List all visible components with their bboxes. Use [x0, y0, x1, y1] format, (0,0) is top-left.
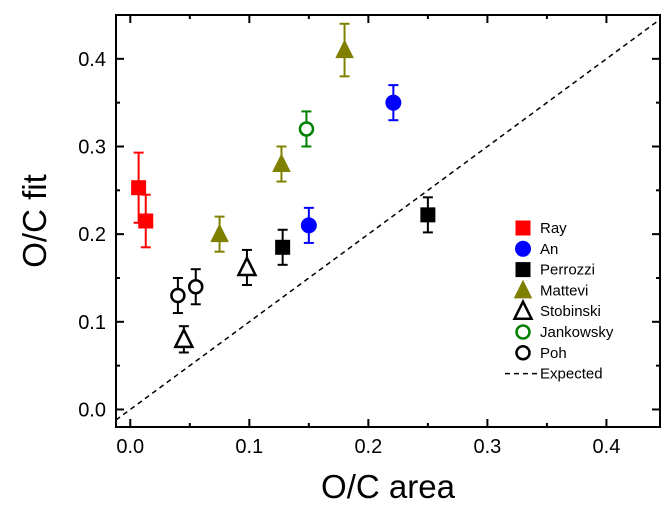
y-tick-label: 0.4 — [78, 49, 106, 71]
data-point-ray — [131, 180, 147, 196]
legend-marker-jankowsky — [515, 324, 531, 340]
reference-line-group — [116, 18, 660, 421]
legend-label-jankowsky: Jankowsky — [540, 324, 614, 341]
series-perrozzi — [275, 196, 436, 266]
legend-label-expected: Expected — [540, 366, 603, 383]
y-tick-label: 0.0 — [78, 399, 106, 421]
legend: Ray An Perrozzi Mattevi Stobinski Jankowsky Po… — [505, 220, 614, 383]
data-points-group — [131, 22, 436, 354]
data-point-stobinski — [173, 327, 195, 349]
x-tick-label: 0.2 — [354, 436, 382, 458]
plot-frame — [115, 14, 661, 428]
data-point-an — [300, 217, 317, 234]
data-point-poh — [188, 278, 204, 295]
legend-label-stobinski: Stobinski — [540, 303, 601, 320]
data-point-an — [385, 94, 402, 111]
legend-marker-stobinski — [512, 298, 534, 320]
legend-marker-poh — [515, 345, 531, 361]
data-point-perrozzi — [420, 207, 436, 223]
legend-label-poh: Poh — [540, 345, 567, 362]
x-tick-label: 0.3 — [473, 436, 501, 458]
series-mattevi — [210, 22, 354, 253]
legend-label-perrozzi: Perrozzi — [540, 262, 595, 279]
data-point-ray — [138, 213, 154, 229]
series-jankowsky — [298, 110, 315, 148]
x-tick-label: 0.1 — [235, 436, 263, 458]
series-stobinski — [173, 248, 258, 354]
x-axis-title: O/C area — [321, 468, 456, 505]
series-an — [300, 84, 402, 244]
y-axis-title: O/C fit — [16, 174, 53, 268]
data-point-jankowsky — [298, 121, 315, 137]
x-tick-label: 0.0 — [116, 436, 144, 458]
data-point-perrozzi — [275, 239, 291, 255]
data-point-stobinski — [236, 255, 258, 277]
expected-line — [116, 18, 660, 421]
y-tick-label: 0.2 — [78, 224, 106, 246]
data-point-mattevi — [335, 39, 354, 59]
axes-group: 0.0 0.1 0.2 0.3 0.4 0.0 0.1 0.2 0.3 0.4 — [78, 14, 661, 458]
data-point-poh — [170, 287, 186, 304]
legend-label-an: An — [540, 241, 558, 258]
legend-label-mattevi: Mattevi — [540, 282, 588, 299]
data-point-mattevi — [210, 223, 229, 243]
legend-marker-an — [515, 240, 531, 257]
legend-marker-perrozzi — [515, 262, 531, 278]
legend-marker-ray — [515, 220, 531, 236]
data-point-mattevi — [272, 153, 291, 173]
x-tick-label: 0.4 — [593, 436, 621, 458]
series-poh — [170, 268, 204, 315]
legend-label-ray: Ray — [540, 220, 567, 237]
legend-marker-mattevi — [513, 279, 533, 299]
y-tick-label: 0.3 — [78, 136, 106, 158]
y-tick-label: 0.1 — [78, 312, 106, 334]
series-ray — [131, 151, 154, 249]
